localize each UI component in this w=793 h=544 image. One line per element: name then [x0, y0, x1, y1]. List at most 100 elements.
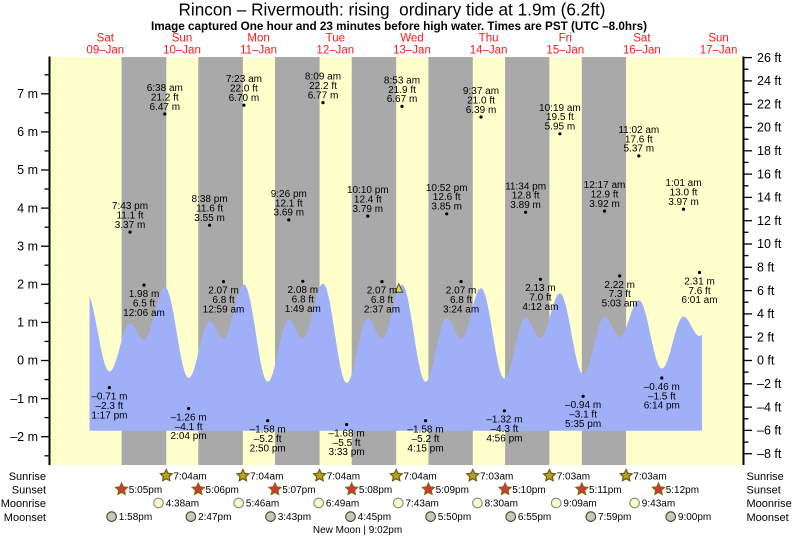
svg-text:8:38 pm: 8:38 pm — [192, 194, 228, 205]
svg-text:12–Jan: 12–Jan — [316, 44, 354, 56]
svg-text:9:37 am: 9:37 am — [463, 86, 499, 97]
svg-text:6.67 m: 6.67 m — [387, 94, 418, 105]
svg-text:5:07pm: 5:07pm — [282, 485, 315, 496]
svg-text:3:24 am: 3:24 am — [443, 304, 479, 315]
svg-text:–1.68 m: –1.68 m — [329, 428, 365, 439]
svg-text:6 ft: 6 ft — [757, 284, 775, 298]
svg-text:5:11pm: 5:11pm — [589, 485, 622, 496]
svg-text:7 m: 7 m — [17, 87, 38, 101]
svg-text:3.97 m: 3.97 m — [668, 197, 699, 208]
svg-text:1 m: 1 m — [17, 316, 38, 330]
svg-text:12.6 ft: 12.6 ft — [433, 192, 461, 203]
svg-text:12:59 am: 12:59 am — [203, 304, 245, 315]
svg-text:5:50pm: 5:50pm — [438, 512, 471, 523]
svg-text:5.37 m: 5.37 m — [624, 144, 655, 155]
svg-text:2.07 m: 2.07 m — [367, 286, 398, 297]
svg-text:–4.1 ft: –4.1 ft — [175, 422, 203, 433]
svg-text:Image captured One hour and 23: Image captured One hour and 23 minutes b… — [151, 20, 647, 33]
svg-text:20 ft: 20 ft — [757, 121, 782, 135]
svg-text:22 ft: 22 ft — [757, 97, 782, 111]
svg-text:18 ft: 18 ft — [757, 144, 782, 158]
svg-text:–1.5 ft: –1.5 ft — [648, 391, 676, 402]
svg-text:6.8 ft: 6.8 ft — [292, 295, 314, 306]
svg-text:10 ft: 10 ft — [757, 237, 782, 251]
svg-text:Moonset: Moonset — [4, 512, 46, 524]
svg-text:2:04 pm: 2:04 pm — [171, 431, 207, 442]
svg-text:6:55pm: 6:55pm — [518, 512, 551, 523]
svg-text:5:09pm: 5:09pm — [436, 485, 469, 496]
svg-text:Fri: Fri — [559, 33, 572, 45]
svg-text:6:01 am: 6:01 am — [681, 295, 717, 306]
svg-text:7:04am: 7:04am — [403, 471, 436, 482]
svg-text:09–Jan: 09–Jan — [86, 44, 124, 56]
svg-text:10–Jan: 10–Jan — [163, 44, 201, 56]
svg-text:8:09 am: 8:09 am — [305, 72, 341, 83]
svg-text:6.8 ft: 6.8 ft — [371, 295, 393, 306]
svg-text:6 m: 6 m — [17, 125, 38, 139]
svg-text:–5.5 ft: –5.5 ft — [333, 438, 361, 449]
svg-text:7:04am: 7:04am — [327, 471, 360, 482]
svg-text:7:04am: 7:04am — [173, 471, 206, 482]
svg-text:–1 m: –1 m — [10, 392, 38, 406]
svg-text:–4.3 ft: –4.3 ft — [490, 424, 518, 435]
svg-text:Sunrise: Sunrise — [747, 471, 784, 483]
svg-text:1:58pm: 1:58pm — [119, 512, 152, 523]
svg-text:7:03am: 7:03am — [557, 471, 590, 482]
svg-text:4:38am: 4:38am — [166, 499, 199, 510]
svg-text:0 m: 0 m — [17, 354, 38, 368]
svg-text:3.79 m: 3.79 m — [353, 204, 384, 215]
svg-text:3:33 pm: 3:33 pm — [329, 447, 365, 458]
svg-text:2.08 m: 2.08 m — [288, 285, 319, 296]
svg-text:Tue: Tue — [326, 33, 345, 45]
svg-text:5:06pm: 5:06pm — [206, 485, 239, 496]
svg-text:7:03am: 7:03am — [633, 471, 666, 482]
svg-text:21.2 ft: 21.2 ft — [151, 92, 179, 103]
svg-text:Sunrise: Sunrise — [9, 471, 46, 483]
svg-text:13–Jan: 13–Jan — [393, 44, 431, 56]
svg-text:3 m: 3 m — [17, 239, 38, 253]
svg-text:5:46am: 5:46am — [246, 499, 279, 510]
svg-text:Wed: Wed — [400, 33, 423, 45]
svg-text:2 ft: 2 ft — [757, 330, 775, 344]
svg-text:21.0 ft: 21.0 ft — [467, 95, 495, 106]
svg-text:6:49am: 6:49am — [326, 499, 359, 510]
svg-text:–0.46 m: –0.46 m — [644, 382, 680, 393]
svg-text:10:10 pm: 10:10 pm — [347, 185, 389, 196]
svg-text:3.55 m: 3.55 m — [194, 213, 225, 224]
svg-text:–0.94 m: –0.94 m — [565, 400, 601, 411]
svg-text:7:03am: 7:03am — [480, 471, 513, 482]
svg-text:6:38 am: 6:38 am — [147, 83, 183, 94]
svg-text:3.92 m: 3.92 m — [589, 199, 620, 210]
svg-text:4:15 pm: 4:15 pm — [407, 443, 443, 454]
svg-text:4 m: 4 m — [17, 201, 38, 215]
svg-text:–3.1 ft: –3.1 ft — [569, 410, 597, 421]
svg-text:5:08pm: 5:08pm — [359, 485, 392, 496]
svg-text:6.8 ft: 6.8 ft — [450, 295, 472, 306]
svg-text:7:43am: 7:43am — [406, 499, 439, 510]
svg-text:2.31 m: 2.31 m — [684, 276, 715, 287]
svg-text:12:06 am: 12:06 am — [123, 308, 165, 319]
svg-text:–2 m: –2 m — [10, 430, 38, 444]
svg-text:14 ft: 14 ft — [757, 191, 782, 205]
svg-text:8 ft: 8 ft — [757, 261, 775, 275]
svg-text:7.0 ft: 7.0 ft — [529, 293, 551, 304]
svg-text:Sat: Sat — [633, 33, 651, 45]
svg-text:2:37 am: 2:37 am — [364, 304, 400, 315]
svg-text:15–Jan: 15–Jan — [546, 44, 584, 56]
svg-text:12 ft: 12 ft — [757, 214, 782, 228]
svg-text:11–Jan: 11–Jan — [240, 44, 277, 56]
svg-text:Sun: Sun — [172, 33, 192, 45]
svg-text:2:47pm: 2:47pm — [198, 512, 231, 523]
svg-text:–1.58 m: –1.58 m — [250, 425, 286, 436]
svg-text:5:10pm: 5:10pm — [512, 485, 545, 496]
svg-text:Moonrise: Moonrise — [1, 498, 46, 510]
svg-text:11.1 ft: 11.1 ft — [116, 211, 143, 222]
svg-text:9:09am: 9:09am — [563, 499, 596, 510]
svg-text:8:30am: 8:30am — [485, 499, 518, 510]
svg-text:9:43am: 9:43am — [642, 499, 675, 510]
svg-text:–2.3 ft: –2.3 ft — [95, 401, 123, 412]
svg-text:6.8 ft: 6.8 ft — [212, 295, 234, 306]
svg-text:12.9 ft: 12.9 ft — [591, 190, 619, 201]
svg-text:5 m: 5 m — [17, 163, 38, 177]
svg-text:22.2 ft: 22.2 ft — [309, 81, 337, 92]
